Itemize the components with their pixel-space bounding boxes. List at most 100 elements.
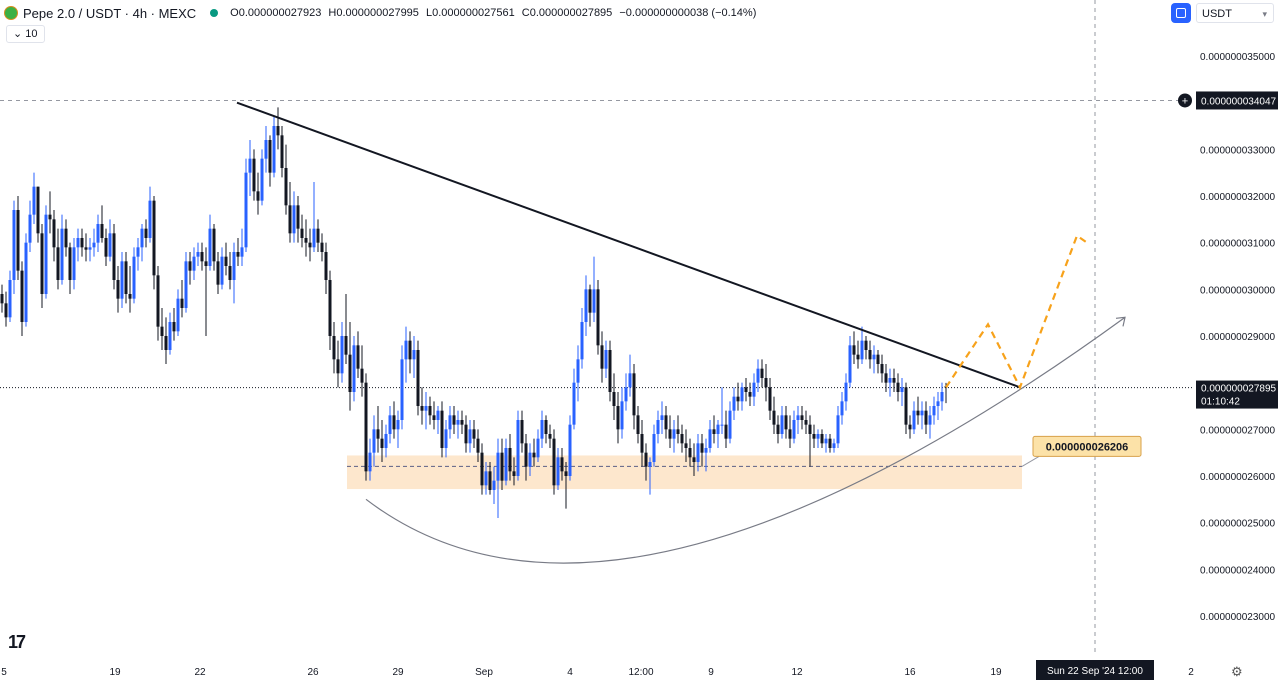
candle-body — [488, 471, 492, 490]
price-tick-label: 0.000000026000 — [1200, 472, 1276, 483]
time-tick-label: 2 — [1188, 667, 1194, 678]
time-tick-label: 9 — [708, 667, 714, 678]
candle-body — [348, 354, 352, 392]
candle-body — [108, 233, 112, 257]
candle-body — [28, 214, 32, 243]
candle-body — [532, 452, 536, 458]
candle-body — [416, 350, 420, 406]
candle-body — [512, 471, 516, 476]
candle-body — [940, 392, 944, 402]
candle-body — [296, 205, 300, 229]
bar-countdown-label: 01:10:42 — [1201, 397, 1240, 408]
add-alert-plus: + — [1182, 95, 1188, 107]
ohlc-values: O0.000000027923 H0.000000027995 L0.00000… — [230, 7, 760, 19]
candle-body — [572, 382, 576, 425]
candle-body — [336, 359, 340, 374]
zone-label-pointer — [1021, 455, 1040, 467]
candle-body — [852, 345, 856, 355]
arc-curve — [365, 316, 1126, 564]
candle-body — [824, 438, 828, 444]
candle-body — [928, 415, 932, 425]
candle-body — [380, 438, 384, 448]
candle-body — [496, 452, 500, 481]
price-tick-label: 0.000000027000 — [1200, 425, 1276, 436]
candle-body — [640, 434, 644, 453]
candle-body — [200, 252, 204, 262]
candle-body — [364, 382, 368, 472]
compare-icon[interactable] — [1171, 3, 1191, 23]
candle-body — [172, 322, 176, 332]
candle-body — [580, 322, 584, 360]
candle-body — [152, 200, 156, 276]
candle-body — [168, 322, 172, 350]
candle-body — [740, 387, 744, 402]
candle-body — [684, 443, 688, 448]
candle-body — [24, 242, 28, 322]
candle-body — [132, 256, 136, 299]
candle-body — [876, 354, 880, 364]
candle-body — [644, 452, 648, 467]
candle-body — [528, 452, 532, 467]
candle-body — [584, 289, 588, 322]
candle-body — [288, 205, 292, 234]
candle-body — [784, 415, 788, 430]
candle-body — [428, 406, 432, 416]
zone-price-label: 0.000000026206 — [1046, 441, 1129, 453]
candle-body — [808, 424, 812, 434]
candle-body — [68, 247, 72, 280]
candle-body — [832, 443, 836, 448]
time-tick-label: 12:00 — [628, 667, 653, 678]
candle-body — [468, 429, 472, 444]
candle-body — [792, 420, 796, 439]
candle-body — [632, 373, 636, 416]
price-tick-label: 0.000000031000 — [1200, 239, 1276, 250]
time-tick-label: 19 — [109, 667, 121, 678]
candle-body — [104, 238, 108, 257]
candle-body — [736, 396, 740, 402]
candle-body — [324, 252, 328, 280]
candle-body — [128, 294, 132, 299]
candle-body — [828, 438, 832, 448]
candle-body — [596, 289, 600, 346]
candle-body — [40, 233, 44, 294]
candle-body — [248, 158, 252, 173]
candle-body — [912, 410, 916, 430]
candle-body — [388, 415, 392, 434]
candle-body — [472, 429, 476, 439]
candle-body — [524, 443, 528, 467]
descending-trendline — [236, 101, 1021, 389]
candle-body — [676, 429, 680, 434]
candle-body — [868, 350, 872, 360]
volume-value: 10 — [25, 28, 38, 40]
candle-body — [608, 350, 612, 392]
candle-body — [756, 368, 760, 383]
candle-body — [8, 280, 12, 318]
settings-gear-icon[interactable]: ⚙ — [1231, 664, 1243, 679]
time-tick-label: 26 — [307, 667, 319, 678]
support-zone — [347, 455, 1022, 490]
candle-body — [436, 410, 440, 420]
candle-body — [668, 429, 672, 439]
candle-body — [920, 410, 924, 416]
candle-body — [492, 480, 496, 490]
candle-body — [432, 415, 436, 420]
candle-body — [232, 252, 236, 280]
candle-body — [196, 252, 200, 257]
candle-body — [752, 382, 756, 397]
candle-body — [264, 140, 268, 159]
candle-body — [900, 387, 904, 392]
currency-select[interactable]: USDT ▾ — [1196, 3, 1274, 23]
volume-indicator-chip[interactable]: ⌄ 10 — [6, 25, 45, 43]
candle-body — [888, 378, 892, 383]
candle-body — [728, 410, 732, 439]
symbol-title[interactable]: Pepe 2.0 / USDT · 4h · MEXC — [23, 5, 197, 21]
tradingview-logo[interactable]: 17 — [8, 632, 26, 652]
ohlc-close: C0.000000027895 — [521, 7, 613, 19]
candle-body — [64, 228, 68, 248]
candle-body — [764, 378, 768, 388]
candle-body — [148, 200, 152, 238]
currency-label: USDT — [1202, 8, 1232, 20]
candle-body — [732, 396, 736, 411]
candle-body — [556, 457, 560, 486]
